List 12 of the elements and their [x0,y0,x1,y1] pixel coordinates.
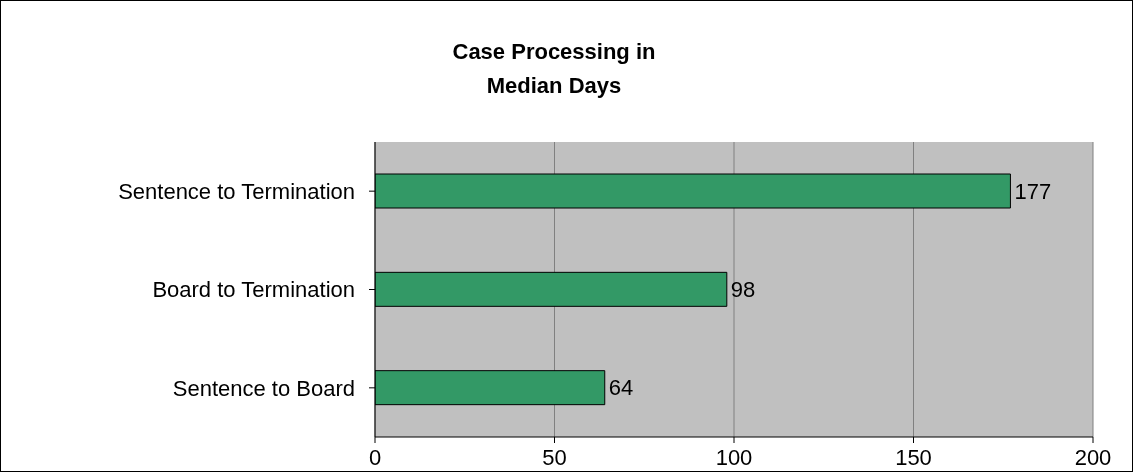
x-tick-label: 150 [895,444,932,470]
data-label: 98 [730,277,756,303]
x-tick-label: 200 [1074,444,1112,470]
chart-title: Case Processing in Median Days [451,38,657,100]
y-tick-label: Sentence to Board [172,375,355,401]
data-label: 64 [608,375,634,401]
x-tick-label: 50 [542,444,567,470]
y-tick-label: Board to Termination [152,277,355,303]
x-tick-label: 0 [368,444,382,470]
y-tick-label: Sentence to Termination [118,178,355,204]
data-label: 177 [1014,178,1052,204]
x-tick-label: 100 [715,444,753,470]
